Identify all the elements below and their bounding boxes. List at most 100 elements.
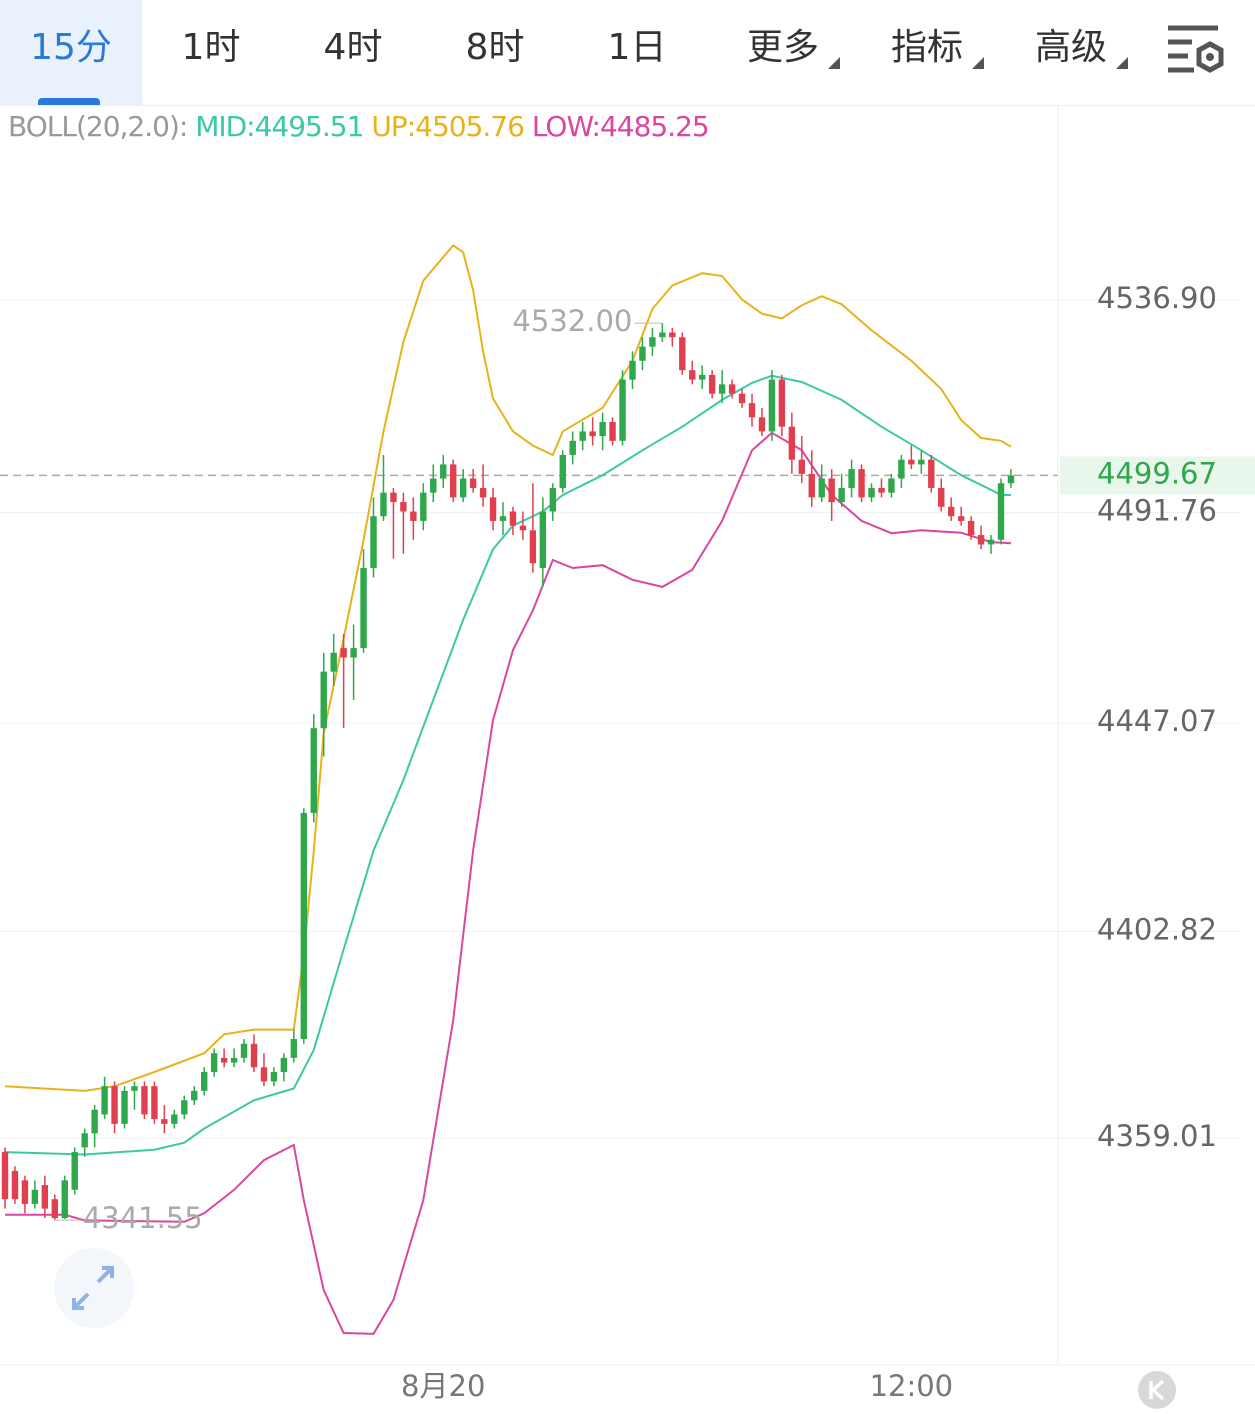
candle-body [898, 459, 905, 479]
candle-body [290, 1039, 298, 1058]
tab-label: 指标 [890, 27, 963, 68]
candle-body [230, 1057, 238, 1063]
last-price-tag [1060, 456, 1255, 495]
candle-body [768, 379, 776, 432]
candle-body [868, 487, 875, 498]
candle-body [250, 1043, 258, 1068]
candle-body [559, 454, 566, 488]
x-tick-label: 8月20 [401, 1369, 485, 1403]
candle-body [997, 483, 1005, 540]
boll-mid: MID:4495.51 [195, 110, 364, 143]
candle-body [738, 393, 746, 404]
expand-button[interactable] [54, 1248, 134, 1328]
boll-legend: BOLL(20,2.0): MID:4495.51 UP:4505.76 LOW… [8, 110, 710, 143]
candle-body [918, 459, 925, 465]
candle-body [240, 1043, 248, 1058]
tab[interactable]: 4时 [323, 27, 383, 68]
candle-body [858, 469, 865, 498]
candle-body [91, 1109, 98, 1134]
candle-body [300, 812, 307, 1040]
candle-body [948, 506, 955, 517]
candle-body [609, 422, 616, 441]
candle-body [529, 530, 537, 564]
candle-body [1007, 475, 1015, 484]
tab[interactable]: 1日 [607, 27, 667, 68]
candle-body [828, 478, 835, 503]
candle-body [320, 671, 327, 729]
candle-body [579, 431, 586, 441]
candle-body [171, 1114, 178, 1124]
candle-body [469, 478, 477, 488]
k-logo-button[interactable] [1138, 1371, 1176, 1409]
candle-body [938, 487, 945, 507]
candle-body [519, 525, 527, 531]
candle-body [81, 1133, 88, 1148]
y-tick-label: 4447.07 [1097, 704, 1217, 738]
tab[interactable]: 指标 [856, 0, 998, 105]
candle-body [390, 492, 397, 503]
candle-body [340, 648, 347, 658]
boll-name: BOLL(20,2.0): [8, 110, 188, 143]
candle-body [489, 497, 497, 521]
boll-band [4, 244, 1012, 1092]
candle-body [818, 478, 825, 498]
candle-body [370, 516, 377, 569]
candle-body [669, 332, 676, 338]
candle-body [689, 370, 696, 380]
tab[interactable]: 高级 [1000, 0, 1142, 105]
candle-body [181, 1100, 188, 1115]
candle-body [31, 1189, 39, 1204]
candle-body [350, 648, 357, 658]
candle-body [659, 332, 666, 338]
candle-body [410, 511, 417, 521]
boll-band [5, 431, 1012, 1335]
tab[interactable]: 更多 [712, 0, 854, 105]
x-tick-label: 12:00 [870, 1369, 954, 1403]
tab[interactable]: 1时 [181, 27, 241, 68]
candle-body [220, 1057, 228, 1063]
candle-body [599, 422, 606, 437]
tab[interactable]: 8时 [465, 27, 525, 68]
y-tick-label: 4491.76 [1097, 494, 1217, 528]
candle-body [41, 1185, 49, 1209]
candle-body [928, 459, 935, 488]
tab-label: 更多 [746, 27, 819, 68]
candle-body [280, 1057, 288, 1073]
candle-body [569, 440, 576, 455]
candle-body [699, 374, 706, 380]
candle-body [778, 379, 786, 427]
plot: 4359.01 4402.82 4447.07 4491.76 4536.90 8月20 1… [0, 244, 1255, 1403]
candle-body [888, 478, 895, 493]
candle-body [808, 473, 815, 498]
boll-low: LOW:4485.25 [531, 110, 710, 143]
last-price-label: 4499.67 [1097, 456, 1217, 490]
candle-body [400, 502, 407, 512]
tab[interactable]: 15分 [0, 0, 142, 105]
candle-body [977, 535, 985, 545]
y-tick-label: 4359.01 [1097, 1119, 1217, 1153]
candle-body [270, 1072, 278, 1082]
candle-body [957, 516, 965, 521]
settings-icon[interactable] [1166, 22, 1226, 76]
candle-body [450, 464, 457, 498]
candle-body [360, 568, 367, 649]
candle-body [161, 1119, 168, 1124]
candle-body [967, 520, 975, 536]
candle-body [679, 337, 686, 371]
candle-body [987, 539, 995, 545]
candle-body [420, 492, 427, 521]
candle-body [151, 1086, 158, 1120]
candle-body [878, 487, 885, 493]
candle-body [708, 374, 716, 394]
candle-body [61, 1180, 68, 1219]
low-label: 4341.55 [83, 1201, 203, 1235]
high-label: 4532.00 [512, 304, 632, 338]
candle-body [380, 492, 387, 517]
candle-body [728, 384, 736, 394]
candle-body [430, 478, 437, 493]
candle-body [639, 346, 646, 361]
candle-body [201, 1072, 208, 1091]
candle-body [758, 417, 766, 432]
candle-body [499, 516, 507, 521]
